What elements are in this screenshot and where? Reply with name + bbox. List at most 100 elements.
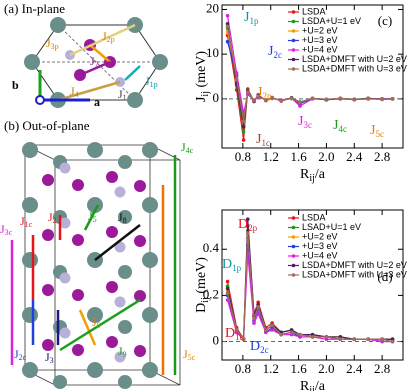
atom	[42, 174, 54, 186]
atom	[118, 155, 132, 169]
point	[234, 328, 239, 332]
atom	[42, 339, 54, 351]
annotation-main: D	[238, 217, 248, 232]
point	[241, 124, 246, 129]
point	[256, 312, 261, 316]
legend-marker	[291, 225, 296, 230]
in-plane-bonds	[35, 23, 141, 105]
j-label: J1p	[145, 74, 158, 89]
x-tick-label: 1.6	[290, 361, 307, 376]
atom	[114, 296, 126, 308]
annotation-sub: 4c	[338, 124, 347, 134]
x-tick-label: 2.0	[318, 149, 334, 164]
atom	[142, 307, 158, 323]
annotation-sub: 1c	[261, 138, 270, 148]
x-tick-label: 0.8	[235, 149, 251, 164]
point	[252, 321, 256, 325]
annotation-sub: 2p	[248, 223, 258, 233]
point	[338, 96, 343, 101]
point	[241, 119, 246, 123]
plot-frame	[221, 209, 404, 361]
point	[310, 96, 315, 101]
plot-frame	[221, 4, 404, 149]
panel-label: (d)	[377, 269, 392, 284]
annotation: J1p	[244, 10, 259, 26]
point	[256, 94, 261, 98]
x-tick-label: 2.8	[374, 149, 390, 164]
point	[338, 337, 343, 342]
x-tick-label: 0.8	[235, 361, 251, 376]
x-tick-label: 2.8	[374, 361, 390, 376]
atom	[87, 197, 103, 213]
j-label: J6	[92, 315, 101, 330]
point	[270, 323, 274, 328]
legend-label: +U=3 eV	[302, 35, 338, 45]
x-axis-label-part: ij	[309, 173, 315, 184]
legend-marker	[291, 263, 296, 268]
atom	[22, 197, 38, 213]
point	[241, 130, 246, 134]
annotation-sub: 1p	[249, 16, 259, 26]
y-axis-label-part: (meV)	[194, 257, 209, 297]
annotation-main: J	[298, 114, 304, 129]
atom	[106, 171, 118, 183]
j-label: J5	[88, 209, 97, 224]
legend-marker	[291, 235, 296, 239]
annotation-sub: 1p	[232, 263, 242, 273]
point	[390, 97, 395, 101]
annotation: J1c	[256, 132, 270, 148]
point	[252, 316, 256, 321]
legend-marker	[291, 57, 296, 62]
axis-b-label: b	[12, 78, 19, 92]
legend-marker	[291, 38, 296, 43]
annotation-sub: 2c	[260, 345, 269, 355]
y-axis-label-part: ij	[200, 91, 211, 97]
point	[324, 335, 329, 339]
atom	[106, 336, 118, 348]
annotation-sub: 1c	[235, 332, 244, 342]
y-axis-label-part: (meV)	[194, 51, 209, 91]
legend-marker	[291, 19, 296, 24]
atom	[114, 186, 126, 198]
point	[241, 138, 246, 142]
atom	[118, 320, 132, 334]
atom	[134, 235, 146, 247]
atom	[118, 375, 132, 389]
point	[225, 291, 230, 295]
legend-label: LSDA+DMFT with U=2 eV	[302, 54, 407, 64]
annotation-sub: 2p	[262, 91, 272, 101]
axis-a-label: a	[94, 95, 100, 109]
legend-label: LSDA	[302, 6, 326, 16]
atom	[87, 142, 103, 158]
legend-marker	[291, 254, 296, 258]
legend-label: LSDA+DMFT with U=2 eV	[302, 260, 407, 270]
point	[298, 332, 302, 337]
atom	[22, 362, 38, 378]
atom	[87, 362, 103, 378]
x-axis-label-part: R	[300, 379, 310, 391]
j-label: J3c	[0, 222, 13, 237]
annotation-main: J	[256, 132, 262, 147]
point	[380, 97, 384, 102]
atom	[22, 142, 38, 158]
annotation-main: J	[268, 44, 274, 59]
legend-marker	[291, 244, 296, 249]
atom	[42, 284, 54, 296]
legend-label: LSDA	[302, 212, 326, 222]
atom	[59, 272, 71, 284]
point	[279, 332, 283, 337]
atom	[59, 217, 71, 229]
y-tick-label: 10	[206, 45, 219, 60]
x-axis-label: Rij/a	[300, 167, 326, 184]
x-axis-label-part: /a	[315, 167, 326, 182]
structure-panels: (a) In-plane b a J2p J3p J7 J1p J1 J4 (b…	[0, 1, 196, 389]
point	[225, 279, 230, 284]
j-label: J4c	[181, 140, 194, 155]
atom	[87, 307, 103, 323]
legend-marker	[291, 48, 296, 52]
annotation-main: D	[225, 326, 235, 341]
point	[234, 77, 239, 81]
point	[366, 337, 370, 342]
panel-a-title: (a) In-plane	[4, 1, 65, 16]
atom	[106, 281, 118, 293]
